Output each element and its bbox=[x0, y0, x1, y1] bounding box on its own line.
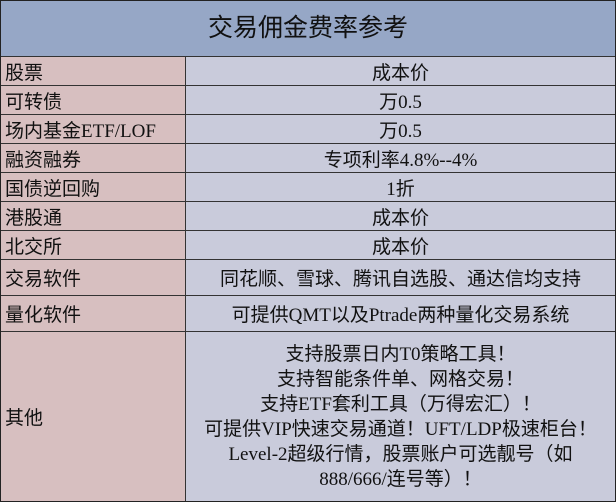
row-key: 国债逆回购 bbox=[1, 173, 186, 201]
table-row-other: 其他 支持股票日内T0策略工具！ 支持智能条件单、网格交易！ 支持ETF套利工具… bbox=[1, 331, 615, 501]
other-line: 可提供VIP快速交易通道！UFT/LDP极速柜台！ bbox=[204, 418, 597, 440]
other-line: 支持ETF套利工具（万得宏汇）！ bbox=[260, 393, 541, 415]
row-value: 1折 bbox=[186, 173, 615, 201]
row-key: 融资融券 bbox=[1, 144, 186, 172]
row-key: 其他 bbox=[1, 332, 186, 501]
row-key: 股票 bbox=[1, 57, 186, 85]
table-row: 场内基金ETF/LOF 万0.5 bbox=[1, 114, 615, 143]
table-row: 交易软件 同花顺、雪球、腾讯自选股、通达信均支持 bbox=[1, 259, 615, 295]
table-row: 北交所 成本价 bbox=[1, 230, 615, 259]
row-key: 交易软件 bbox=[1, 260, 186, 295]
row-value-other: 支持股票日内T0策略工具！ 支持智能条件单、网格交易！ 支持ETF套利工具（万得… bbox=[186, 332, 615, 501]
row-key: 可转债 bbox=[1, 86, 186, 114]
table-row: 融资融券 专项利率4.8%--4% bbox=[1, 143, 615, 172]
other-line: Level-2超级行情，股票账户可选靓号（如 bbox=[228, 443, 573, 465]
other-line: 支持股票日内T0策略工具！ bbox=[285, 343, 516, 365]
other-line: 888/666/连号等）！ bbox=[319, 468, 482, 490]
row-value: 万0.5 bbox=[186, 115, 615, 143]
row-key: 量化软件 bbox=[1, 296, 186, 331]
row-key: 场内基金ETF/LOF bbox=[1, 115, 186, 143]
row-value: 同花顺、雪球、腾讯自选股、通达信均支持 bbox=[186, 260, 615, 295]
other-line: 支持智能条件单、网格交易！ bbox=[276, 368, 524, 390]
table-row: 国债逆回购 1折 bbox=[1, 172, 615, 201]
row-key: 港股通 bbox=[1, 202, 186, 230]
table-row: 可转债 万0.5 bbox=[1, 85, 615, 114]
row-key: 北交所 bbox=[1, 231, 186, 259]
row-value: 专项利率4.8%--4% bbox=[186, 144, 615, 172]
table-title: 交易佣金费率参考 bbox=[1, 1, 615, 56]
table-row: 港股通 成本价 bbox=[1, 201, 615, 230]
row-value: 成本价 bbox=[186, 57, 615, 85]
row-value: 万0.5 bbox=[186, 86, 615, 114]
row-value: 可提供QMT以及Ptrade两种量化交易系统 bbox=[186, 296, 615, 331]
table-row: 量化软件 可提供QMT以及Ptrade两种量化交易系统 bbox=[1, 295, 615, 331]
table-row: 股票 成本价 bbox=[1, 56, 615, 85]
row-value: 成本价 bbox=[186, 202, 615, 230]
row-value: 成本价 bbox=[186, 231, 615, 259]
